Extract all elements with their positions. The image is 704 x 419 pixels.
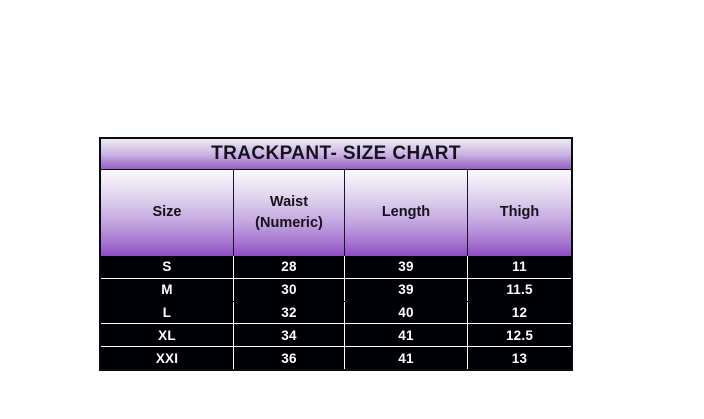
cell-length: 39: [345, 256, 468, 278]
cell-waist: 36: [234, 347, 345, 369]
table-header-row: Size Waist (Numeric) Length Thigh: [101, 170, 571, 256]
column-header-length: Length: [345, 170, 468, 256]
chart-title-row: TRACKPANT- SIZE CHART: [101, 139, 571, 170]
cell-length: 41: [345, 324, 468, 347]
size-chart-table: TRACKPANT- SIZE CHART Size Waist (Numeri…: [99, 137, 573, 371]
cell-length: 40: [345, 301, 468, 324]
table-row: XXI 36 41 13: [101, 347, 571, 369]
table-row: XL 34 41 12.5: [101, 324, 571, 348]
column-header-thigh: Thigh: [468, 170, 571, 256]
cell-length: 39: [345, 278, 468, 301]
cell-thigh: 11.5: [506, 282, 533, 298]
cell-size: S: [101, 256, 234, 278]
cell-size: L: [101, 301, 234, 324]
table-row: S 28 39 11: [101, 256, 571, 279]
column-header-waist-line1: Waist: [269, 193, 309, 210]
table-row: M 30 39 11.5: [101, 278, 571, 302]
cell-thigh: 12.5: [505, 327, 534, 343]
cell-waist: 32: [234, 301, 345, 324]
column-header-size: Size: [101, 170, 234, 256]
column-header-waist: Waist (Numeric): [234, 170, 345, 256]
cell-thigh: 11: [512, 259, 527, 275]
column-header-size-line1: Size: [152, 204, 182, 221]
cell-waist: 30: [234, 278, 345, 301]
table-body: S 28 39 11 M 30 39 11.5 L 32 40 12 XL 34…: [101, 256, 571, 369]
cell-size: XL: [101, 324, 234, 347]
column-header-thigh-line1: Thigh: [499, 204, 540, 221]
column-header-waist-line2: (Numeric): [255, 215, 323, 231]
cell-waist: 28: [234, 256, 345, 278]
table-row: L 32 40 12: [101, 301, 571, 325]
column-header-length-line1: Length: [381, 204, 431, 221]
cell-length: 41: [345, 347, 468, 369]
chart-title: TRACKPANT- SIZE CHART: [211, 143, 461, 164]
cell-size: M: [101, 278, 234, 301]
cell-thigh: 12: [511, 304, 528, 320]
cell-waist: 34: [234, 324, 345, 347]
cell-size: XXI: [101, 347, 234, 369]
cell-thigh: 13: [511, 350, 528, 366]
